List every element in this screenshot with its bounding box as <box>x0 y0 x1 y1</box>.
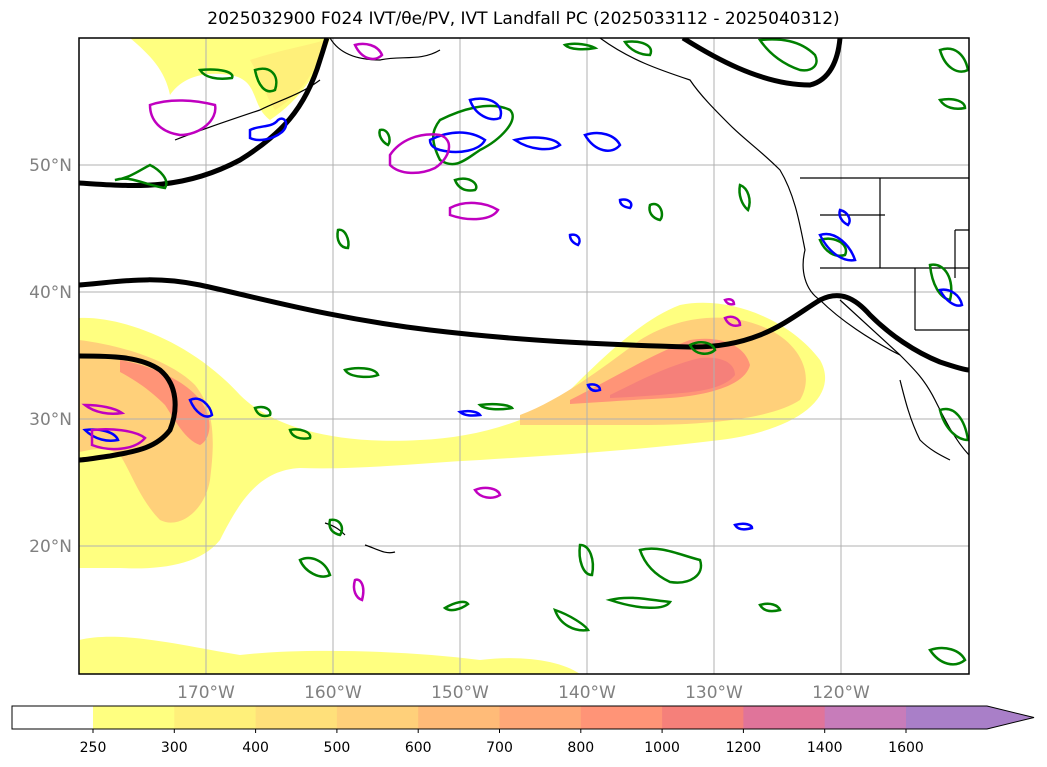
colorbar-swatch <box>174 706 257 729</box>
colorbar-tick-label: 600 <box>405 740 432 756</box>
colorbar-swatch <box>255 706 338 729</box>
colorbar-tick-label: 1400 <box>807 740 843 756</box>
ivt-plume-east-core <box>610 357 735 398</box>
ivt-south <box>79 636 580 674</box>
colorbar-tick-label: 1000 <box>644 740 680 756</box>
theta-e-east-north <box>681 38 843 88</box>
colorbar-extend-arrow <box>987 706 1034 729</box>
colorbar-swatch <box>743 706 826 729</box>
theta-e-north <box>79 38 330 188</box>
lat-label-40n: 40°N <box>29 283 72 303</box>
colorbar-swatch <box>580 706 663 729</box>
lat-label-50n: 50°N <box>29 156 72 176</box>
colorbar-tick-label: 400 <box>242 740 269 756</box>
lon-label-150w: 150°W <box>431 683 489 703</box>
lon-label-170w: 170°W <box>177 683 235 703</box>
lon-label-140w: 140°W <box>558 683 616 703</box>
colorbar-tick-label: 700 <box>486 740 513 756</box>
colorbar-swatch <box>906 706 988 729</box>
hawaii <box>324 522 396 554</box>
colorbar-outline <box>11 705 1035 730</box>
ivt-plume-west-core <box>120 360 210 445</box>
colorbar-tick-label: 800 <box>567 740 594 756</box>
map-frame <box>78 37 970 675</box>
theta-e-loop <box>79 353 178 463</box>
theta-e-contours <box>79 38 969 463</box>
chart-title: 2025032900 F024 IVT/θe/PV, IVT Landfall … <box>207 9 840 29</box>
lat-label-30n: 30°N <box>29 410 72 430</box>
colorbar-swatch <box>93 706 175 729</box>
theta-e-main <box>79 277 969 373</box>
baja-coast <box>899 379 951 461</box>
colorbar-under <box>12 706 93 729</box>
colorbar-tick-label: 500 <box>324 740 351 756</box>
pv-green-contours <box>114 38 969 666</box>
colorbar-tick-label: 250 <box>80 740 107 756</box>
colorbar-swatch <box>662 706 744 729</box>
colorbar-swatch <box>499 706 582 729</box>
ivt-shading <box>79 38 826 674</box>
colorbar-tick-label: 1600 <box>888 740 924 756</box>
lon-label-160w: 160°W <box>304 683 362 703</box>
colorbar-tick-label: 300 <box>161 740 188 756</box>
colorbar-swatch <box>418 706 500 729</box>
lon-label-120w: 120°W <box>812 683 870 703</box>
pv-magenta-contours <box>81 42 742 602</box>
colorbar-tick-label: 1200 <box>726 740 762 756</box>
lat-label-20n: 20°N <box>29 537 72 557</box>
colorbar-swatch <box>336 706 419 729</box>
state-borders <box>820 178 969 356</box>
colorbar: 250 300 400 500 600 700 800 1000 1200 1400 1600 <box>11 705 1035 756</box>
lon-label-130w: 130°W <box>685 683 743 703</box>
colorbar-swatch <box>824 706 907 729</box>
